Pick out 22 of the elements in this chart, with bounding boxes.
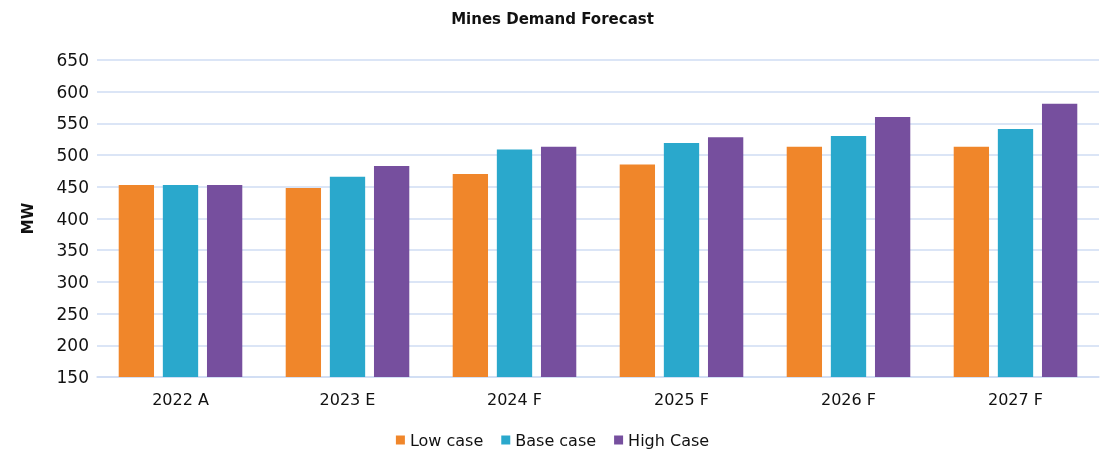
y-tick-label: 350: [56, 240, 89, 261]
x-tick-label: 2023 E: [319, 389, 376, 409]
y-tick-label: 150: [56, 367, 89, 387]
y-tick-label: 500: [56, 145, 89, 166]
y-tick-label: 650: [56, 50, 89, 70]
x-tick-label: 2026 F: [820, 389, 877, 409]
x-tick-label: 2027 F: [987, 389, 1044, 409]
legend-label: Base case: [515, 430, 597, 450]
x-tick-label: 2024 F: [486, 389, 543, 409]
y-tick-label: 450: [56, 176, 89, 197]
y-tick-label: 400: [56, 208, 89, 229]
y-tick-label: 550: [56, 113, 89, 134]
y-axis-title: MW: [18, 202, 37, 235]
x-tick-label: 2022 A: [152, 389, 209, 409]
chart-title: Mines Demand Forecast: [451, 9, 654, 28]
legend-label: Low case: [409, 430, 484, 450]
y-tick-label: 200: [56, 335, 89, 356]
y-tick-label: 250: [56, 303, 89, 324]
y-tick-label: 600: [56, 81, 89, 102]
y-tick-label: 300: [56, 271, 89, 292]
legend-label: High Case: [628, 430, 710, 450]
x-tick-label: 2025 F: [653, 389, 710, 409]
